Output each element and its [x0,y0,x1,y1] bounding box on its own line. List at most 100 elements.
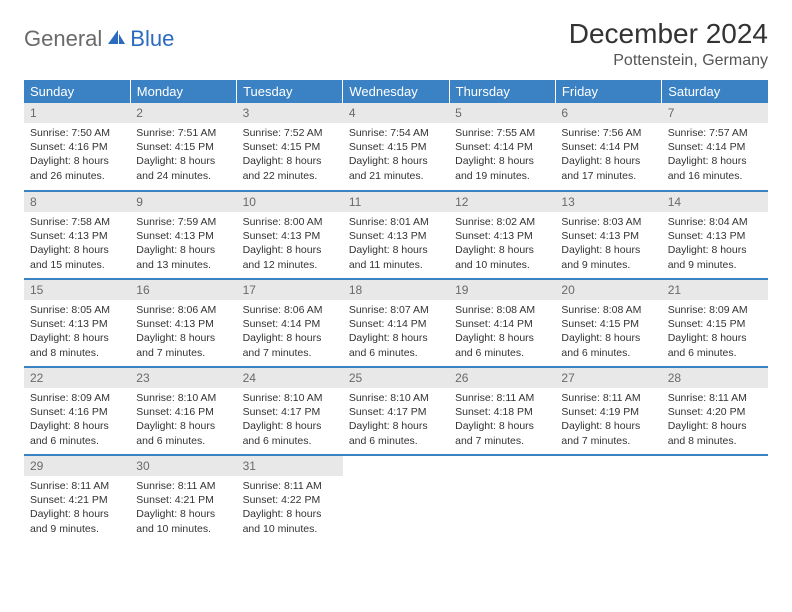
calendar-cell-empty: .. [449,455,555,543]
day-number: 28 [662,368,768,388]
daylight-line: Daylight: 8 hours and 26 minutes. [30,154,124,182]
sunrise-line: Sunrise: 8:00 AM [243,215,337,229]
calendar-cell: 26Sunrise: 8:11 AMSunset: 4:18 PMDayligh… [449,367,555,455]
sunset-line: Sunset: 4:14 PM [455,317,549,331]
sunset-line: Sunset: 4:15 PM [136,140,230,154]
sunrise-line: Sunrise: 8:06 AM [136,303,230,317]
day-number: 15 [24,280,130,300]
day-number: 17 [237,280,343,300]
day-body: Sunrise: 8:10 AMSunset: 4:16 PMDaylight:… [130,388,236,454]
sunset-line: Sunset: 4:21 PM [136,493,230,507]
daylight-line: Daylight: 8 hours and 10 minutes. [136,507,230,535]
sunrise-line: Sunrise: 8:11 AM [30,479,124,493]
calendar-cell: 1Sunrise: 7:50 AMSunset: 4:16 PMDaylight… [24,103,130,191]
daylight-line: Daylight: 8 hours and 24 minutes. [136,154,230,182]
daylight-line: Daylight: 8 hours and 6 minutes. [30,419,124,447]
daylight-line: Daylight: 8 hours and 7 minutes. [136,331,230,359]
day-number: 14 [662,192,768,212]
calendar-cell: 5Sunrise: 7:55 AMSunset: 4:14 PMDaylight… [449,103,555,191]
calendar-cell: 28Sunrise: 8:11 AMSunset: 4:20 PMDayligh… [662,367,768,455]
sunset-line: Sunset: 4:13 PM [30,229,124,243]
day-number: 27 [555,368,661,388]
location: Pottenstein, Germany [569,52,768,70]
sunrise-line: Sunrise: 8:11 AM [455,391,549,405]
sunset-line: Sunset: 4:18 PM [455,405,549,419]
day-number: 11 [343,192,449,212]
header: General Blue December 2024 Pottenstein, … [24,18,768,70]
sunrise-line: Sunrise: 8:11 AM [136,479,230,493]
day-body: Sunrise: 8:09 AMSunset: 4:16 PMDaylight:… [24,388,130,454]
day-body: Sunrise: 7:52 AMSunset: 4:15 PMDaylight:… [237,123,343,189]
daylight-line: Daylight: 8 hours and 6 minutes. [561,331,655,359]
sunrise-line: Sunrise: 8:10 AM [243,391,337,405]
day-body: Sunrise: 7:55 AMSunset: 4:14 PMDaylight:… [449,123,555,189]
sunset-line: Sunset: 4:13 PM [561,229,655,243]
sunrise-line: Sunrise: 7:54 AM [349,126,443,140]
day-body: Sunrise: 7:59 AMSunset: 4:13 PMDaylight:… [130,212,236,278]
daylight-line: Daylight: 8 hours and 9 minutes. [561,243,655,271]
day-body: Sunrise: 7:51 AMSunset: 4:15 PMDaylight:… [130,123,236,189]
day-body: Sunrise: 8:11 AMSunset: 4:22 PMDaylight:… [237,476,343,542]
daylight-line: Daylight: 8 hours and 15 minutes. [30,243,124,271]
day-number: 7 [662,103,768,123]
calendar-cell: 15Sunrise: 8:05 AMSunset: 4:13 PMDayligh… [24,279,130,367]
daylight-line: Daylight: 8 hours and 10 minutes. [243,507,337,535]
sunset-line: Sunset: 4:13 PM [668,229,762,243]
daylight-line: Daylight: 8 hours and 6 minutes. [349,331,443,359]
day-number: 24 [237,368,343,388]
day-body: Sunrise: 8:11 AMSunset: 4:20 PMDaylight:… [662,388,768,454]
day-number: 20 [555,280,661,300]
daylight-line: Daylight: 8 hours and 9 minutes. [668,243,762,271]
day-body: Sunrise: 8:08 AMSunset: 4:15 PMDaylight:… [555,300,661,366]
day-number: 25 [343,368,449,388]
day-body: Sunrise: 7:56 AMSunset: 4:14 PMDaylight:… [555,123,661,189]
weekday-header: Thursday [449,80,555,103]
sunrise-line: Sunrise: 8:07 AM [349,303,443,317]
calendar-cell: 2Sunrise: 7:51 AMSunset: 4:15 PMDaylight… [130,103,236,191]
day-body: Sunrise: 7:57 AMSunset: 4:14 PMDaylight:… [662,123,768,189]
calendar-cell: 21Sunrise: 8:09 AMSunset: 4:15 PMDayligh… [662,279,768,367]
sunrise-line: Sunrise: 8:11 AM [668,391,762,405]
sunrise-line: Sunrise: 8:08 AM [455,303,549,317]
sunset-line: Sunset: 4:15 PM [561,317,655,331]
sunrise-line: Sunrise: 8:04 AM [668,215,762,229]
calendar-cell: 23Sunrise: 8:10 AMSunset: 4:16 PMDayligh… [130,367,236,455]
sunrise-line: Sunrise: 8:01 AM [349,215,443,229]
sunset-line: Sunset: 4:13 PM [243,229,337,243]
sunset-line: Sunset: 4:14 PM [349,317,443,331]
weekday-header: Sunday [24,80,130,103]
day-number: 31 [237,456,343,476]
sunset-line: Sunset: 4:13 PM [136,317,230,331]
calendar-cell: 4Sunrise: 7:54 AMSunset: 4:15 PMDaylight… [343,103,449,191]
weekday-header: Friday [555,80,661,103]
sunrise-line: Sunrise: 8:08 AM [561,303,655,317]
logo-text-blue: Blue [130,26,174,52]
day-number: 16 [130,280,236,300]
calendar-cell: 9Sunrise: 7:59 AMSunset: 4:13 PMDaylight… [130,191,236,279]
calendar-cell: 25Sunrise: 8:10 AMSunset: 4:17 PMDayligh… [343,367,449,455]
calendar-cell: 24Sunrise: 8:10 AMSunset: 4:17 PMDayligh… [237,367,343,455]
day-number: 9 [130,192,236,212]
sunset-line: Sunset: 4:22 PM [243,493,337,507]
day-number: 26 [449,368,555,388]
sunrise-line: Sunrise: 7:57 AM [668,126,762,140]
sunset-line: Sunset: 4:14 PM [561,140,655,154]
day-number: 4 [343,103,449,123]
calendar-cell: 10Sunrise: 8:00 AMSunset: 4:13 PMDayligh… [237,191,343,279]
day-number: 23 [130,368,236,388]
logo: General Blue [24,26,174,52]
sunset-line: Sunset: 4:13 PM [455,229,549,243]
calendar-cell: 12Sunrise: 8:02 AMSunset: 4:13 PMDayligh… [449,191,555,279]
weekday-header-row: Sunday Monday Tuesday Wednesday Thursday… [24,80,768,103]
sunrise-line: Sunrise: 7:59 AM [136,215,230,229]
calendar-cell: 8Sunrise: 7:58 AMSunset: 4:13 PMDaylight… [24,191,130,279]
day-body: Sunrise: 8:10 AMSunset: 4:17 PMDaylight:… [237,388,343,454]
sunrise-line: Sunrise: 7:55 AM [455,126,549,140]
daylight-line: Daylight: 8 hours and 11 minutes. [349,243,443,271]
calendar-row: 1Sunrise: 7:50 AMSunset: 4:16 PMDaylight… [24,103,768,191]
day-body: Sunrise: 8:05 AMSunset: 4:13 PMDaylight:… [24,300,130,366]
daylight-line: Daylight: 8 hours and 21 minutes. [349,154,443,182]
daylight-line: Daylight: 8 hours and 12 minutes. [243,243,337,271]
sunrise-line: Sunrise: 8:06 AM [243,303,337,317]
daylight-line: Daylight: 8 hours and 10 minutes. [455,243,549,271]
